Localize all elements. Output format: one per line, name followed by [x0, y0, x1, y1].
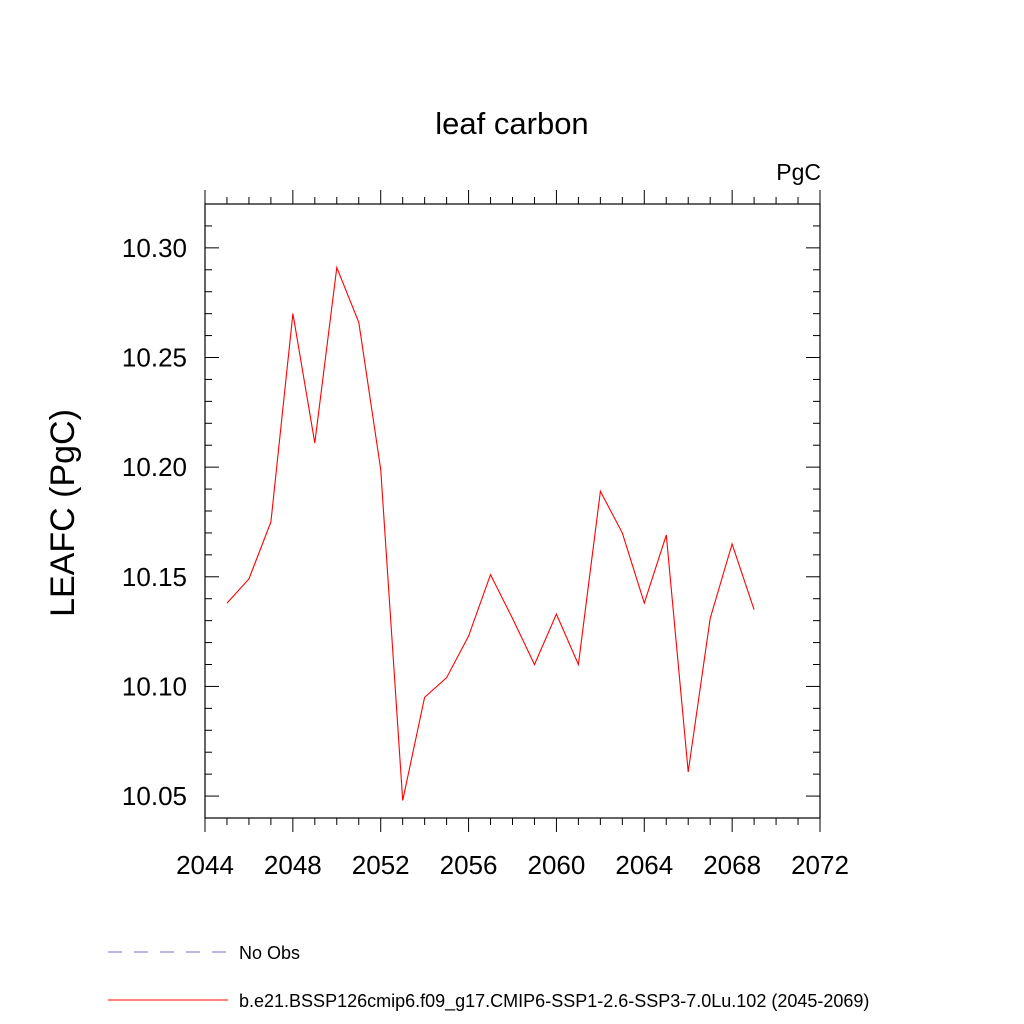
x-tick-label: 2044	[176, 850, 234, 880]
axis-tick-labels: 2044 2048 2052 2056 2060 2064 2068 2072 10.05 10.…	[122, 233, 849, 880]
x-tick-label: 2060	[528, 850, 586, 880]
axis-ticks	[204, 190, 821, 832]
x-tick-label: 2052	[352, 850, 410, 880]
x-tick-label: 2072	[791, 850, 849, 880]
y-tick-label: 10.10	[122, 671, 187, 701]
legend-label: b.e21.BSSP126cmip6.f09_g17.CMIP6-SSP1-2.…	[239, 991, 869, 1012]
y-tick-label: 10.15	[122, 562, 187, 592]
x-tick-label: 2048	[264, 850, 322, 880]
series-layer	[226, 265, 755, 801]
plot-frame	[204, 203, 821, 819]
y-tick-label: 10.30	[122, 233, 187, 263]
y-tick-label: 10.20	[122, 452, 187, 482]
x-tick-label: 2056	[440, 850, 498, 880]
y-axis-label: LEAFC (PgC)	[44, 409, 82, 617]
units-label: PgC	[776, 159, 821, 185]
x-tick-label: 2068	[703, 850, 761, 880]
chart-title: leaf carbon	[435, 106, 588, 141]
y-tick-label: 10.05	[122, 781, 187, 811]
legend-label: No Obs	[239, 943, 300, 963]
y-tick-label: 10.25	[122, 343, 187, 373]
series-line	[226, 265, 755, 801]
legend: No Obs b.e21.BSSP126cmip6.f09_g17.CMIP6-S…	[108, 943, 869, 1012]
x-tick-label: 2064	[615, 850, 673, 880]
